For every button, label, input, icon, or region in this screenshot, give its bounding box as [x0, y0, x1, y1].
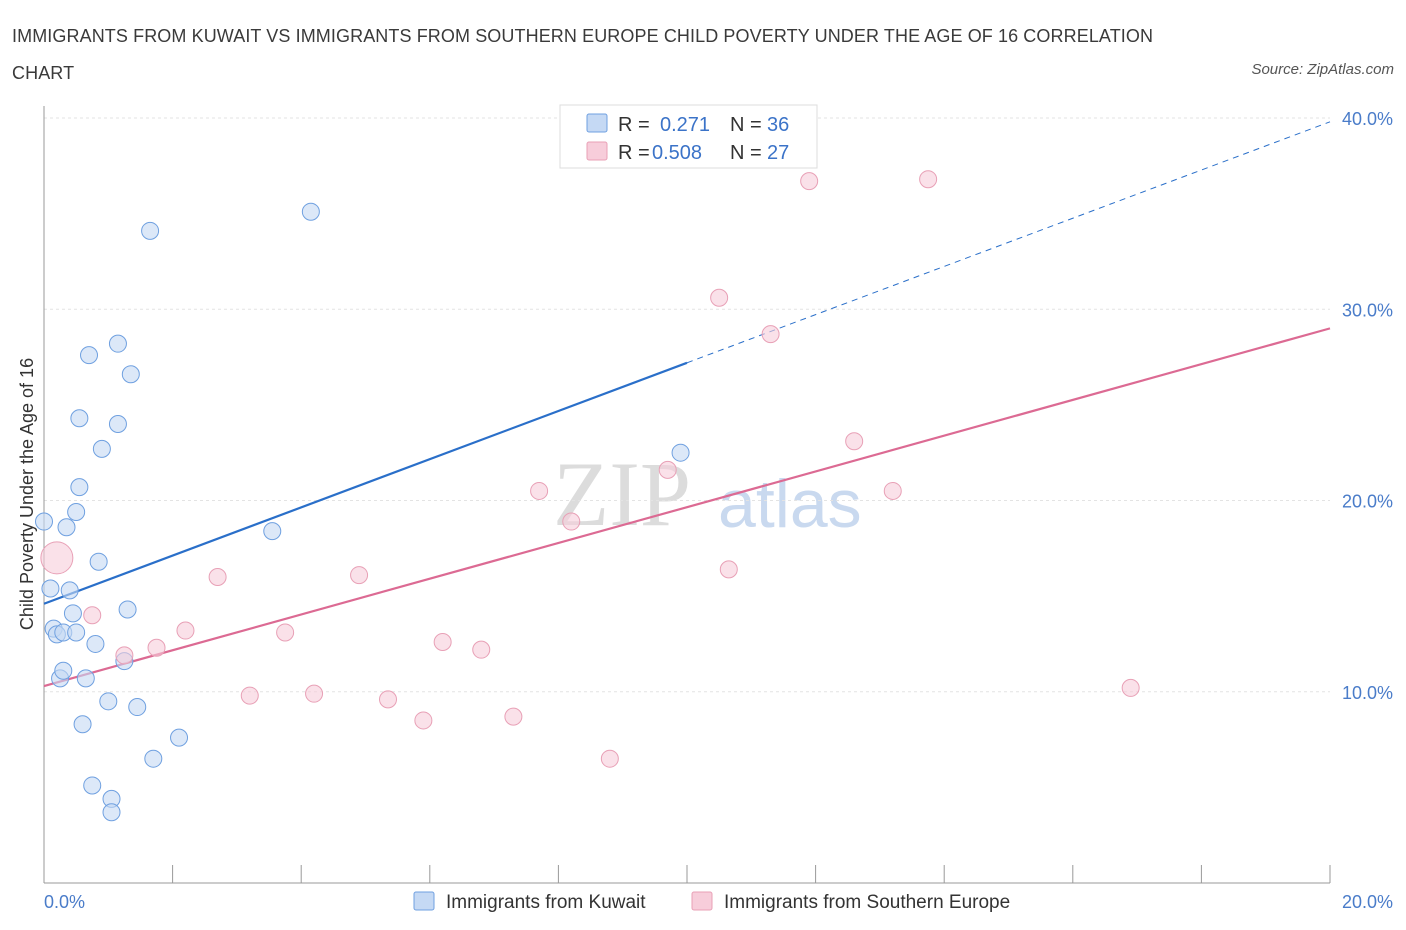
- point-series-1-15: [530, 481, 549, 500]
- point-series-0-16: [80, 346, 99, 365]
- x-tick-label-max: 20.0%: [1342, 892, 1393, 912]
- point-series-1-23: [845, 432, 864, 451]
- point-series-0-7: [57, 518, 76, 537]
- point-series-1-3: [147, 638, 166, 657]
- point-series-1-26: [1121, 678, 1140, 697]
- point-series-0-13: [70, 409, 89, 428]
- legend-swatch-southern-europe: [586, 141, 608, 161]
- bottom-legend-label-kuwait: Immigrants from Kuwait: [446, 892, 646, 913]
- legend-r-label-kuwait: R =: [618, 114, 650, 136]
- point-series-1-17: [600, 749, 619, 768]
- point-series-1-7: [276, 623, 295, 642]
- legend-n-value-southern-europe: 27: [767, 142, 789, 164]
- x-tick-label-min: 0.0%: [44, 892, 85, 912]
- point-series-0-10: [67, 502, 86, 521]
- point-series-0-19: [89, 552, 108, 571]
- point-series-1-13: [472, 640, 491, 659]
- series-legend: Immigrants from Kuwait Immigrants from S…: [413, 891, 1010, 913]
- trend-line-series-1: [43, 327, 1331, 688]
- point-series-0-25: [108, 415, 127, 433]
- point-series-0-20: [92, 439, 111, 458]
- point-series-1-9: [350, 566, 369, 585]
- point-series-1-25: [919, 170, 938, 189]
- point-series-0-1: [41, 579, 60, 598]
- watermark: ZIP atlas: [553, 443, 862, 545]
- point-series-0-17: [83, 776, 102, 795]
- stats-legend: R = 0.271 N = 36 R = 0.508 N = 27: [559, 104, 818, 169]
- chart-title: IMMIGRANTS FROM KUWAIT VS IMMIGRANTS FRO…: [12, 26, 1154, 83]
- point-series-1-0: [40, 541, 74, 575]
- legend-n-label-kuwait: N =: [730, 114, 762, 136]
- point-series-0-15: [76, 669, 95, 688]
- legend-r-value-southern-europe: 0.508: [652, 142, 702, 164]
- trend-extension-series-0: [686, 121, 1331, 364]
- point-series-1-14: [504, 707, 523, 726]
- y-axis-title: Child Poverty Under the Age of 16: [17, 358, 37, 630]
- y-tick-label-40: 40.0%: [1342, 109, 1393, 129]
- point-series-0-0: [35, 512, 53, 531]
- point-series-0-11: [67, 623, 86, 642]
- point-series-1-10: [379, 690, 398, 709]
- point-series-1-19: [710, 288, 729, 307]
- point-series-0-35: [671, 443, 690, 462]
- y-tick-label-30: 30.0%: [1342, 300, 1393, 320]
- data-points: [35, 170, 1140, 822]
- trend-line-series-0: [43, 361, 688, 605]
- chart-source: Source: ZipAtlas.com: [1251, 61, 1394, 78]
- point-series-0-28: [121, 365, 140, 384]
- bottom-legend-label-southern-europe: Immigrants from Southern Europe: [724, 892, 1010, 913]
- point-series-0-27: [118, 600, 137, 619]
- bottom-legend-swatch-southern-europe: [691, 891, 713, 911]
- bottom-legend-swatch-kuwait: [413, 891, 435, 911]
- legend-n-label-southern-europe: N =: [730, 142, 762, 164]
- point-series-0-12: [70, 478, 89, 497]
- point-series-0-6: [54, 661, 73, 680]
- point-series-0-34: [301, 202, 320, 221]
- gridlines: [44, 117, 1330, 693]
- y-tick-label-20: 20.0%: [1342, 492, 1393, 512]
- point-series-0-18: [86, 634, 105, 653]
- point-series-1-21: [761, 325, 780, 344]
- point-series-1-24: [883, 481, 902, 500]
- y-tick-label-10: 10.0%: [1342, 683, 1393, 703]
- point-series-1-8: [305, 684, 324, 703]
- point-series-1-11: [414, 711, 433, 730]
- point-series-0-30: [141, 221, 160, 240]
- point-series-0-33: [263, 522, 282, 541]
- watermark-atlas: atlas: [718, 466, 862, 542]
- point-series-0-32: [170, 728, 189, 747]
- point-series-1-12: [433, 633, 452, 652]
- legend-r-label-southern-europe: R =: [618, 142, 650, 164]
- legend-r-value-kuwait: 0.271: [660, 114, 710, 136]
- point-series-0-23: [102, 803, 121, 822]
- point-series-1-4: [176, 621, 195, 640]
- point-series-0-31: [144, 749, 163, 768]
- point-series-0-14: [73, 715, 92, 734]
- point-series-1-1: [83, 606, 102, 625]
- point-series-0-21: [99, 692, 118, 711]
- trend-lines: [43, 121, 1331, 688]
- point-series-1-6: [240, 686, 259, 705]
- point-series-1-20: [719, 560, 738, 579]
- point-series-0-29: [128, 698, 147, 717]
- point-series-1-18: [658, 460, 677, 479]
- legend-n-value-kuwait: 36: [767, 114, 789, 136]
- point-series-1-5: [208, 568, 227, 586]
- x-ticks: [172, 865, 1331, 883]
- point-series-1-16: [562, 512, 581, 531]
- point-series-1-2: [115, 646, 134, 665]
- point-series-0-8: [60, 581, 79, 600]
- point-series-0-24: [108, 334, 127, 353]
- point-series-1-22: [800, 172, 819, 191]
- y-tick-labels: 10.0% 20.0% 30.0% 40.0%: [1342, 109, 1393, 703]
- point-series-0-9: [63, 604, 82, 623]
- legend-swatch-kuwait: [586, 113, 608, 133]
